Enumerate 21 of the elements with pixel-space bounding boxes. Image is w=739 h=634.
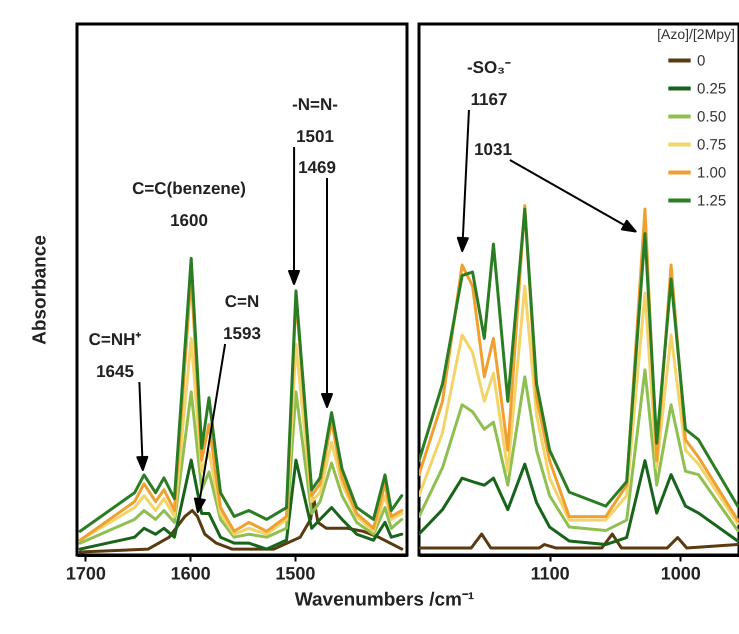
x-tick-label: 1000 bbox=[660, 564, 701, 584]
x-tick-label: 1700 bbox=[66, 564, 106, 584]
text: 1031 bbox=[474, 140, 512, 159]
text: -N=N- 1501 bbox=[292, 95, 338, 146]
legend-label: 1.00 bbox=[697, 164, 726, 182]
legend-label: 0.75 bbox=[697, 136, 726, 154]
x-tick-label: 1600 bbox=[170, 564, 211, 584]
text: C=C(benzene) 1600 bbox=[132, 179, 246, 230]
x-axis-title: Wavenumbers /cm⁻¹ bbox=[294, 590, 474, 610]
legend-label: 0 bbox=[697, 52, 706, 70]
y-axis-title: Absorbance bbox=[30, 235, 50, 345]
x-tick-label: 1500 bbox=[275, 564, 316, 584]
text: 1469 bbox=[298, 158, 336, 177]
legend-label: 0.50 bbox=[697, 108, 726, 126]
text: -SO₃⁻ 1167 bbox=[466, 58, 512, 109]
legend-label: 0.25 bbox=[697, 80, 726, 98]
x-tick-label: 1100 bbox=[530, 564, 570, 584]
annotation: C=NH⁺ 1645 bbox=[88, 330, 142, 381]
legend-title: [Azo]/[2Mpy] bbox=[657, 26, 735, 42]
annotation: C=N 1593 bbox=[223, 292, 261, 343]
legend-label: 1.25 bbox=[697, 192, 726, 210]
